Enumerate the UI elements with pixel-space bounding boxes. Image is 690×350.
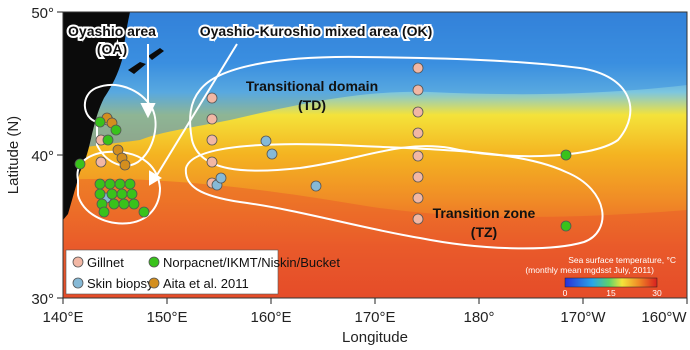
x-axis: 140°E 150°E 160°E 170°E 180° 170°W 160°W… <box>42 298 688 346</box>
arrow-head-icon <box>140 103 156 119</box>
gillnet-point <box>412 213 424 225</box>
norpac-point <box>560 220 572 232</box>
norpac-point <box>94 116 106 128</box>
gillnet-point <box>412 192 424 204</box>
tz-label-abbrev: (TZ) <box>471 224 497 240</box>
gillnet-point <box>95 156 107 168</box>
colorbar-subtitle: (monthly mean mgdsst July, 2011) <box>525 265 654 275</box>
y-tick-label: 50° <box>31 5 54 22</box>
legend-box <box>65 249 279 295</box>
legend: Gillnet Norpacnet/IKMT/Niskin/Bucket Ski… <box>65 249 340 295</box>
norpac-point <box>116 188 128 200</box>
norpac-point <box>106 188 118 200</box>
norpac-point <box>102 134 114 146</box>
legend-gillnet-label: Gillnet <box>87 255 124 270</box>
oa-label: Oyashio area <box>68 23 156 39</box>
colorbar-title: Sea surface temperature, °C <box>568 255 676 265</box>
norpac-point <box>108 198 120 210</box>
gillnet-point <box>412 171 424 183</box>
gillnet-point <box>412 150 424 162</box>
gillnet-point <box>412 62 424 74</box>
x-axis-title: Longitude <box>342 329 408 346</box>
colorbar-tick: 15 <box>606 288 616 298</box>
norpac-point <box>138 206 150 218</box>
y-tick-label: 40° <box>31 148 54 165</box>
skin-biopsy-point <box>260 135 272 147</box>
y-axis: 50° 40° 30° Latitude (N) <box>5 5 63 308</box>
x-tick-label: 170°W <box>560 309 606 326</box>
td-label: Transitional domain <box>246 78 378 94</box>
norpac-point <box>74 158 86 170</box>
x-tick-label: 170°E <box>354 309 395 326</box>
legend-aita-marker <box>148 277 160 289</box>
gillnet-point <box>412 127 424 139</box>
y-tick-label: 30° <box>31 291 54 308</box>
transitional-domain-outline <box>189 55 632 172</box>
region-labels: Oyashio area (OA) Oyashio-Kuroshio mixed… <box>66 21 536 240</box>
ok-label: Oyashio-Kuroshio mixed area (OK) <box>200 23 433 39</box>
colorbar-tick: 30 <box>652 288 662 298</box>
gillnet-point <box>412 106 424 118</box>
x-tick-label: 160°E <box>250 309 291 326</box>
legend-norpac-label: Norpacnet/IKMT/Niskin/Bucket <box>163 255 340 270</box>
norpac-point <box>560 149 572 161</box>
y-axis-title: Latitude (N) <box>5 116 22 194</box>
x-tick-label: 180° <box>463 309 494 326</box>
norpac-point <box>124 178 136 190</box>
td-label-abbrev: (TD) <box>298 97 326 113</box>
gillnet-point <box>206 92 218 104</box>
skin-biopsy-point <box>215 172 227 184</box>
x-tick-label: 140°E <box>42 309 83 326</box>
gillnet-point <box>206 156 218 168</box>
gillnet-point <box>206 113 218 125</box>
ok-area-outline <box>76 150 162 225</box>
kuril-islands <box>128 48 164 74</box>
legend-aita-label: Aita et al. 2011 <box>163 276 249 291</box>
x-tick-label: 150°E <box>146 309 187 326</box>
norpac-point <box>104 178 116 190</box>
x-tick-label: 160°W <box>641 309 687 326</box>
norpac-point <box>110 124 122 136</box>
colorbar-scale <box>564 277 658 288</box>
cold-water-band <box>63 12 687 150</box>
tz-label: Transition zone <box>433 205 536 221</box>
norpac-point <box>118 198 130 210</box>
norpac-point <box>94 178 106 190</box>
aita-point <box>119 159 131 171</box>
norpac-point <box>98 206 110 218</box>
gillnet-point <box>412 84 424 96</box>
skin-biopsy-point <box>266 148 278 160</box>
colorbar-tick: 0 <box>563 288 568 298</box>
norpac-point <box>128 198 140 210</box>
sampling-points <box>74 62 572 232</box>
colorbar: Sea surface temperature, °C (monthly mea… <box>525 255 676 298</box>
skin-biopsy-point <box>310 180 322 192</box>
transition-zone-outline <box>184 143 604 250</box>
legend-skin-label: Skin biopsy <box>87 276 154 291</box>
arrow-head-icon <box>149 170 162 186</box>
legend-skin-marker <box>72 277 84 289</box>
oa-label-abbrev: (OA) <box>97 41 127 57</box>
gillnet-point <box>206 134 218 146</box>
annotation-arrows <box>140 43 238 186</box>
norpac-point <box>126 188 138 200</box>
norpac-point <box>114 178 126 190</box>
legend-gillnet-marker <box>72 256 84 268</box>
legend-norpac-marker <box>148 256 160 268</box>
norpac-point <box>94 188 106 200</box>
